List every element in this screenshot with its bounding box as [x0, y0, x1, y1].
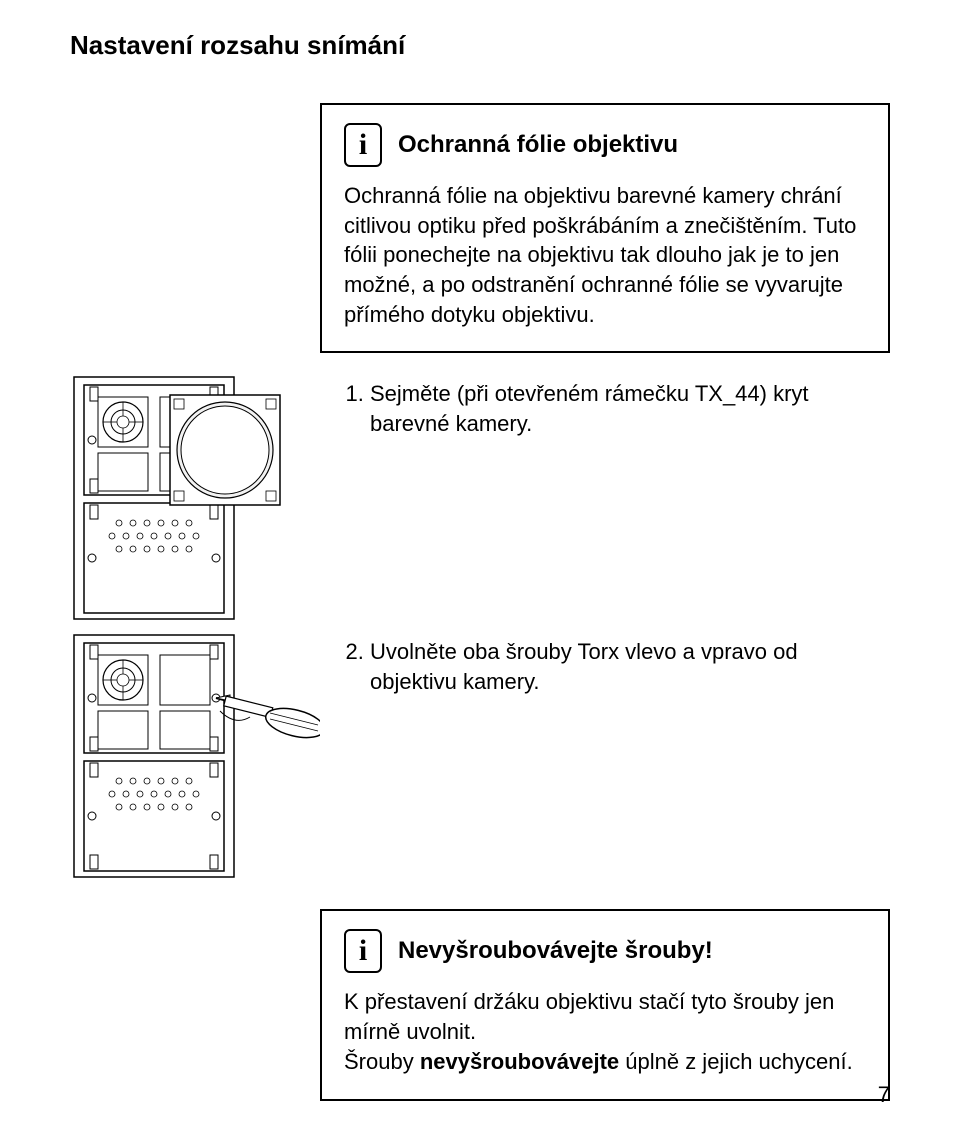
- info-box-title: Ochranná fólie objektivu: [398, 131, 678, 159]
- line2-part-b: úplně z jejich uchycení.: [619, 1049, 853, 1074]
- info-header: i Ochranná fólie objektivu: [344, 123, 866, 167]
- step-2-item: Uvolněte oba šrouby Torx vlevo a vpravo …: [370, 637, 890, 696]
- page-title: Nastavení rozsahu snímání: [70, 30, 890, 61]
- line2-bold: nevyšroubovávejte: [420, 1049, 619, 1074]
- step-2-text: Uvolněte oba šrouby Torx vlevo a vpravo …: [342, 631, 890, 696]
- info-box-protective-foil: i Ochranná fólie objektivu Ochranná fóli…: [320, 103, 890, 353]
- step-1-diagram: [70, 373, 320, 623]
- info-box-2-line2: Šrouby nevyšroubovávejte úplně z jejich …: [344, 1047, 866, 1077]
- info-box-2-title: Nevyšroubovávejte šrouby!: [398, 937, 713, 965]
- page-number: 7: [878, 1082, 890, 1108]
- step-2-diagram: [70, 631, 320, 881]
- step-1-text: Sejměte (při otevřeném rámečku TX_44) kr…: [342, 373, 890, 438]
- info-box-do-not-unscrew: i Nevyšroubovávejte šrouby! K přestavení…: [320, 909, 890, 1100]
- step-1-item: Sejměte (při otevřeném rámečku TX_44) kr…: [370, 379, 890, 438]
- info-box-2-line1: K přestavení držáku objektivu stačí tyto…: [344, 987, 866, 1046]
- info-icon: i: [344, 929, 382, 973]
- info-box-2-body: K přestavení držáku objektivu stačí tyto…: [344, 987, 866, 1076]
- step-1-row: Sejměte (při otevřeném rámečku TX_44) kr…: [70, 373, 890, 623]
- line2-part-a: Šrouby: [344, 1049, 420, 1074]
- info-header-2: i Nevyšroubovávejte šrouby!: [344, 929, 866, 973]
- info-box-body: Ochranná fólie na objektivu barevné kame…: [344, 181, 866, 329]
- info-icon: i: [344, 123, 382, 167]
- step-2-row: Uvolněte oba šrouby Torx vlevo a vpravo …: [70, 631, 890, 881]
